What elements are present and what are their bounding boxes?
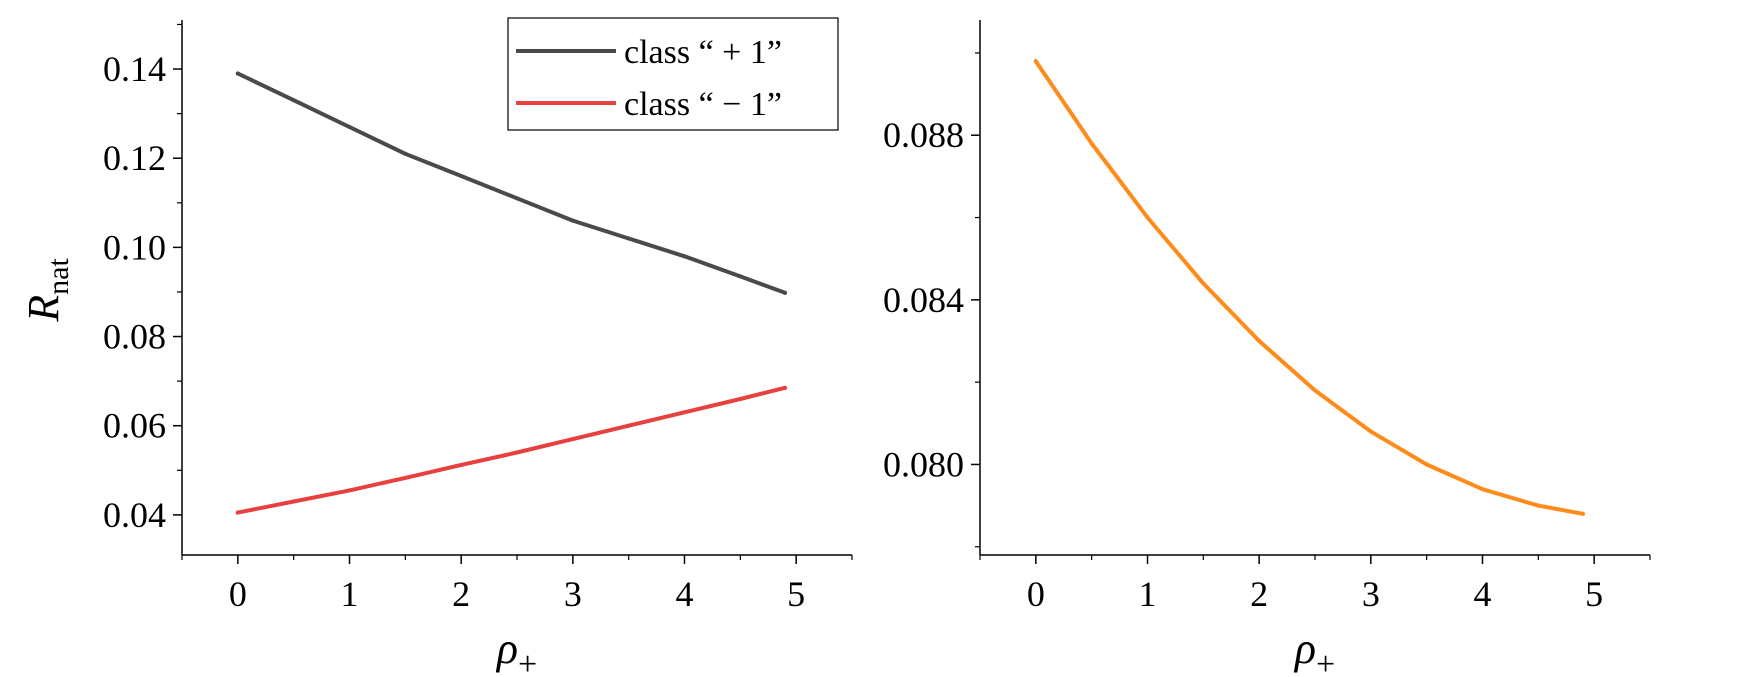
data-point: [1033, 59, 1038, 64]
left-chart-panel: 0 1 2 3 4 5 0.04 0.06 0.08 0.10 0.12 0.14 ρ+ Rnat clas…: [19, 17, 853, 677]
data-point: [738, 396, 743, 401]
data-point: [626, 423, 631, 428]
data-point: [235, 71, 240, 76]
data-point: [783, 385, 787, 390]
x-tick-label: 0: [1027, 574, 1045, 614]
data-point: [291, 98, 296, 103]
data-point: [626, 236, 631, 241]
x-tick-label: 2: [1250, 574, 1268, 614]
x-tick-label: 2: [452, 574, 470, 614]
data-point: [1089, 141, 1094, 146]
x-tick-label: 3: [1362, 574, 1380, 614]
right-chart-panel: 0 1 2 3 4 5 0.080 0.084 0.088 ρ+: [883, 20, 1651, 677]
x-tick-label: 0: [229, 574, 247, 614]
data-point: [403, 151, 408, 156]
y-tick-label: 0.14: [103, 49, 166, 89]
data-point: [1313, 388, 1317, 393]
x-tick-label: 4: [676, 574, 694, 614]
y-tick-label: 0.080: [883, 444, 964, 484]
y-tick-label: 0.088: [883, 115, 964, 155]
data-point: [1581, 511, 1585, 516]
y-tick-label: 0.08: [103, 317, 166, 357]
data-point: [235, 510, 240, 515]
legend-label: class “ − 1”: [624, 86, 782, 123]
y-tick-label: 0.10: [103, 227, 166, 267]
y-tick-label: 0.084: [883, 280, 964, 320]
data-point: [1368, 429, 1373, 434]
y-axis-title: Rnat: [19, 258, 75, 323]
legend-label: class “ + 1”: [624, 34, 782, 71]
data-point: [459, 174, 464, 179]
series-line: [235, 385, 787, 515]
data-point: [1480, 487, 1485, 492]
data-point: [682, 410, 687, 415]
data-point: [738, 274, 743, 279]
legend-box: [507, 17, 839, 131]
data-point: [515, 196, 519, 201]
x-tick-label: 1: [1139, 574, 1157, 614]
data-point: [347, 488, 352, 493]
x-tick-label: 3: [564, 574, 582, 614]
data-point: [1257, 339, 1262, 343]
x-tick-label: 4: [1474, 574, 1492, 614]
y-tick-label: 0.04: [103, 495, 166, 535]
data-point: [570, 218, 575, 223]
series-line: [1033, 59, 1585, 516]
y-tick-label: 0.06: [103, 406, 166, 446]
data-point: [783, 290, 787, 295]
data-point: [1201, 281, 1206, 286]
data-point: [403, 475, 408, 480]
x-tick-label: 5: [787, 574, 805, 614]
x-axis-title: ρ+: [495, 624, 537, 677]
data-point: [1424, 462, 1429, 467]
data-point: [570, 437, 575, 442]
data-point: [1536, 503, 1541, 508]
y-tick-label: 0.12: [103, 138, 166, 178]
data-point: [459, 462, 464, 467]
data-point: [347, 125, 352, 129]
data-point: [515, 450, 519, 455]
data-point: [682, 254, 687, 259]
data-point: [1145, 215, 1150, 220]
x-axis-title: ρ+: [1293, 624, 1335, 677]
x-tick-label: 1: [341, 574, 359, 614]
data-point: [291, 499, 296, 504]
x-tick-label: 5: [1585, 574, 1603, 614]
